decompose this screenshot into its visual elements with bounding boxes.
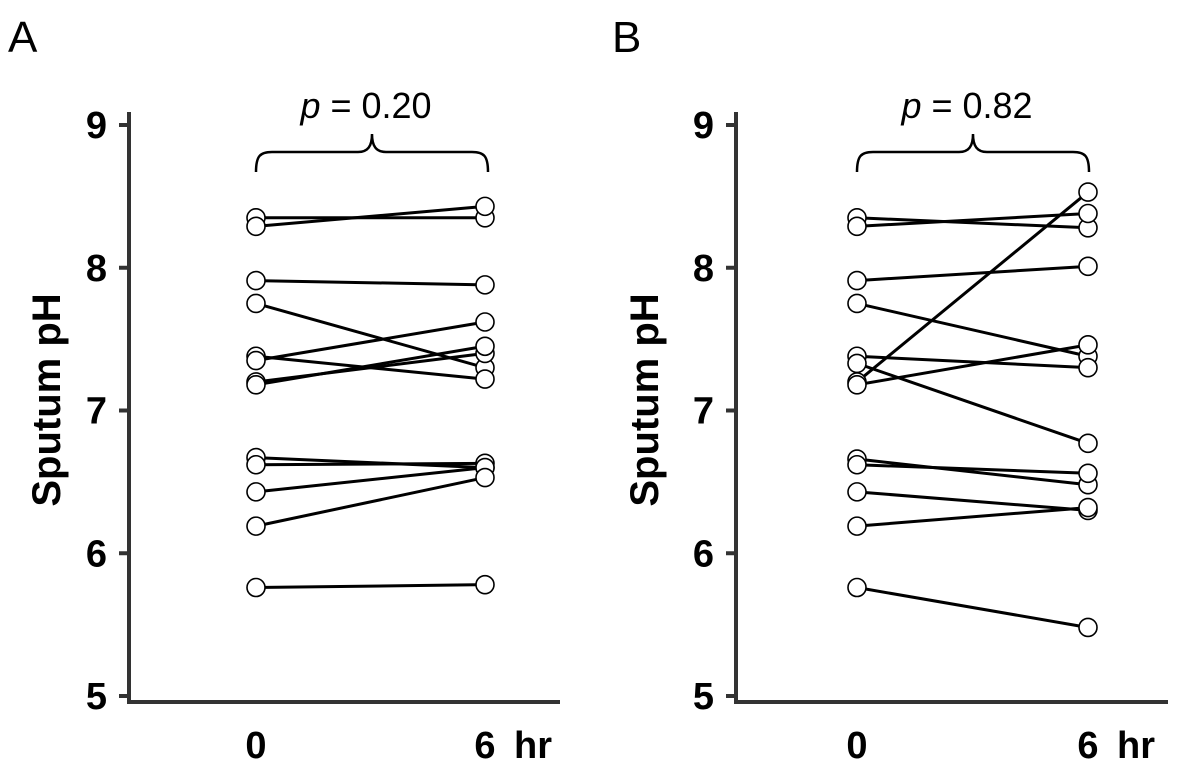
panel-a: A Sputum pH 5 6 7 8 9 0 6 hr p = 0.20 [8, 13, 560, 767]
y-tick-label: 6 [693, 533, 714, 575]
series-group [847, 182, 1098, 638]
data-point [246, 350, 266, 371]
data-point [246, 516, 266, 536]
data-point [847, 293, 867, 314]
series-line [856, 490, 1089, 512]
series-line [255, 204, 486, 228]
data-point [475, 275, 495, 295]
x-axis-unit: hr [514, 725, 552, 767]
data-point [246, 216, 266, 237]
x-axis-unit: hr [1117, 725, 1155, 767]
y-ticks: 5 6 7 8 9 [86, 105, 129, 718]
series-group [246, 196, 495, 598]
data-point [847, 482, 867, 502]
series-line [856, 212, 1089, 228]
series-line [255, 583, 486, 590]
panel-b: B Sputum pH 5 6 7 8 9 0 6 hr p = 0.82 [612, 13, 1168, 767]
significance-bracket [855, 133, 1091, 173]
y-tick-label: 6 [86, 533, 107, 575]
series-line [255, 466, 486, 494]
p-value-label: p = 0.20 [299, 85, 431, 126]
y-tick-label: 8 [86, 248, 107, 290]
series-line [856, 463, 1089, 475]
data-point [1078, 256, 1098, 277]
data-point [1078, 497, 1098, 518]
data-point [847, 516, 867, 536]
data-point [1078, 617, 1098, 638]
data-point [475, 369, 495, 389]
y-axis-label: Sputum pH [623, 293, 667, 506]
series-line [856, 343, 1089, 387]
series-line [255, 344, 486, 387]
y-axis-label: Sputum pH [25, 293, 69, 506]
y-tick-label: 8 [693, 248, 714, 290]
series-line [856, 506, 1089, 528]
series-line [856, 301, 1089, 358]
data-point [246, 293, 266, 314]
data-point [847, 216, 867, 237]
data-point [246, 482, 266, 502]
data-point [1078, 203, 1098, 224]
y-tick-label: 9 [86, 105, 107, 147]
data-point [847, 375, 867, 395]
x-tick-label: 0 [846, 725, 867, 767]
series-line [255, 320, 486, 363]
data-point [475, 196, 495, 217]
series-line [856, 361, 1089, 445]
y-tick-label: 9 [693, 105, 714, 147]
data-point [475, 574, 495, 595]
data-point [246, 270, 266, 291]
p-value-label: p = 0.82 [900, 85, 1032, 126]
y-tick-label: 5 [693, 676, 714, 718]
series-line [856, 354, 1089, 370]
y-tick-label: 7 [86, 391, 107, 433]
data-point [847, 270, 867, 291]
data-point [847, 353, 867, 374]
data-point [847, 577, 867, 598]
data-point [1078, 433, 1098, 454]
series-line [255, 476, 486, 528]
panel-label: B [612, 13, 641, 62]
data-point [246, 577, 266, 598]
series-line [856, 586, 1089, 629]
series-line [255, 461, 486, 467]
data-point [475, 336, 495, 357]
data-point [475, 312, 495, 332]
data-point [246, 454, 266, 475]
data-point [246, 375, 266, 395]
panel-label: A [8, 13, 38, 62]
y-tick-label: 5 [86, 676, 107, 718]
x-tick-label: 0 [245, 725, 266, 767]
y-ticks: 5 6 7 8 9 [693, 105, 736, 718]
series-line [856, 457, 1089, 487]
data-point [1078, 463, 1098, 484]
data-point [1078, 182, 1098, 202]
data-point [475, 467, 495, 488]
data-point [1078, 335, 1098, 355]
data-point [1078, 357, 1098, 378]
x-tick-label: 6 [474, 725, 495, 767]
y-tick-label: 7 [693, 391, 714, 433]
series-line [856, 264, 1089, 283]
series-line [856, 216, 1089, 230]
series-line [856, 190, 1089, 384]
data-point [847, 454, 867, 475]
series-line [255, 279, 486, 287]
significance-bracket [254, 133, 490, 173]
x-tick-label: 6 [1077, 725, 1098, 767]
